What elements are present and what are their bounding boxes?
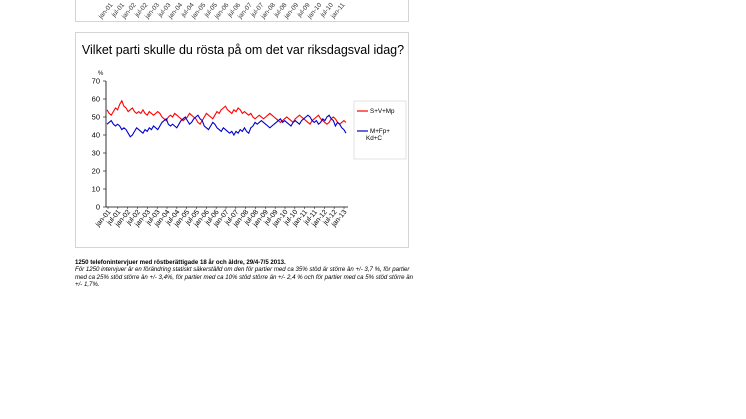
legend-label: M+Fp+ — [370, 128, 390, 135]
legend-label: S+V+Mp — [370, 108, 395, 115]
line-chart: 010203040506070%jan-01jul-01jan-02jul-02… — [92, 71, 407, 229]
y-tick-label: 50 — [92, 113, 100, 122]
survey-notes-italic: För 1250 intervjuer är en förändring sta… — [75, 266, 414, 289]
y-tick-label: 10 — [92, 185, 100, 194]
chart-title: Vilket parti skulle du rösta på om det v… — [81, 43, 405, 57]
series-line-0 — [106, 99, 347, 126]
y-tick-label: 20 — [92, 167, 100, 176]
legend-label: Kd+C — [366, 135, 382, 142]
y-axis-label: % — [98, 71, 104, 77]
y-tick-label: 60 — [92, 95, 100, 104]
survey-notes-bold: 1250 telefonintervjuer med röstberättiga… — [75, 259, 286, 266]
series-line-1 — [106, 114, 347, 138]
survey-notes: 1250 telefonintervjuer med röstberättiga… — [75, 259, 415, 289]
previous-chart-frame: jan-01 jul-01 jan-02 jul-02 jan-03 jul-03 jan-… — [75, 0, 409, 22]
y-tick-label: 0 — [96, 203, 100, 212]
y-tick-label: 40 — [92, 131, 100, 140]
y-tick-label: 70 — [92, 77, 100, 86]
y-tick-label: 30 — [92, 149, 100, 158]
previous-chart-axis-labels: jan-01jul-01jan-02jul-02jan-03jul-03jan-… — [97, 1, 347, 20]
chart-frame: Vilket parti skulle du rösta på om det v… — [75, 32, 409, 248]
